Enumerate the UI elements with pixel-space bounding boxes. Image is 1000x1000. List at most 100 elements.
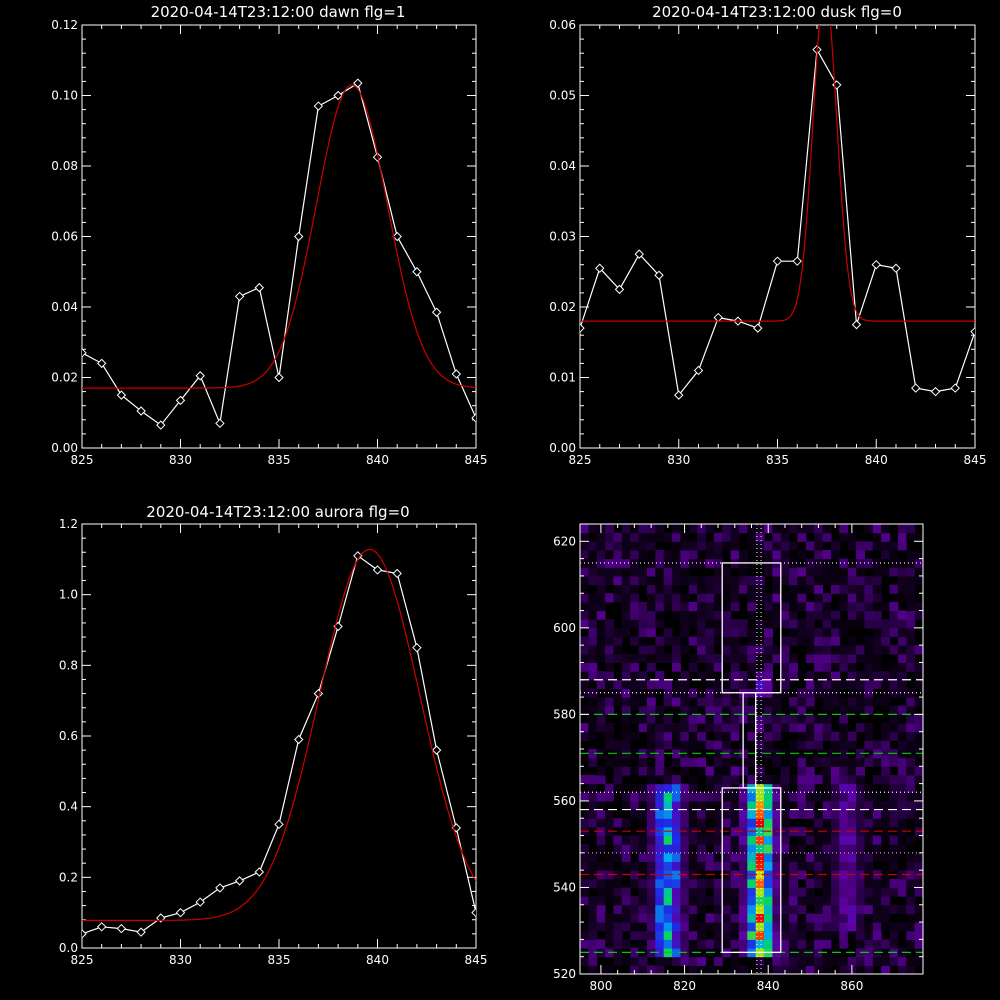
heatmap-cell xyxy=(889,662,899,672)
heatmap-cell xyxy=(646,558,656,568)
heatmap-cell xyxy=(630,809,640,819)
spectrogram-x-tick-label: 820 xyxy=(673,979,696,993)
aurora-x-tick-label: 835 xyxy=(268,953,291,967)
aurora-data-point xyxy=(293,734,304,745)
dawn-data-point xyxy=(156,420,166,430)
heatmap-cell xyxy=(789,697,798,707)
dusk-data-point xyxy=(674,390,684,400)
heatmap-cell xyxy=(864,792,874,802)
heatmap-cell xyxy=(755,619,765,629)
heatmap-cell xyxy=(605,852,614,862)
heatmap-cell xyxy=(780,662,790,672)
heatmap-cell xyxy=(705,558,715,568)
heatmap-cell xyxy=(638,896,648,906)
heatmap-cell xyxy=(839,601,849,612)
heatmap-cell xyxy=(588,731,598,741)
heatmap-cell xyxy=(764,939,773,949)
heatmap-cell xyxy=(789,852,798,862)
heatmap-cell xyxy=(772,835,782,845)
heatmap-cell xyxy=(764,800,773,811)
heatmap-cell xyxy=(722,896,732,906)
heatmap-cell xyxy=(831,627,840,637)
aurora-data-point xyxy=(392,568,402,579)
heatmap-cell xyxy=(705,861,715,871)
heatmap-cell xyxy=(613,878,623,888)
heatmap-cell xyxy=(847,653,857,663)
heatmap-cell xyxy=(789,653,798,663)
heatmap-cell xyxy=(914,645,924,655)
heatmap-cell xyxy=(747,844,757,854)
heatmap-cell xyxy=(605,740,614,750)
heatmap-cell xyxy=(697,766,706,776)
heatmap-cell xyxy=(621,861,631,871)
heatmap-cell xyxy=(772,818,782,828)
heatmap-cell xyxy=(864,645,874,655)
heatmap-cell xyxy=(747,653,757,663)
heatmap-cell xyxy=(797,532,807,542)
heatmap-cell xyxy=(663,852,673,862)
heatmap-cell xyxy=(705,636,715,646)
heatmap-cell xyxy=(630,697,640,707)
heatmap-cell xyxy=(705,541,715,551)
heatmap-cell xyxy=(797,956,807,966)
heatmap-cell xyxy=(588,541,598,551)
heatmap-cell xyxy=(680,645,690,655)
heatmap-cell xyxy=(739,922,748,932)
heatmap-cell xyxy=(613,627,623,637)
heatmap-cell xyxy=(881,697,891,707)
heatmap-cell xyxy=(856,783,865,793)
heatmap-cell xyxy=(822,558,832,568)
heatmap-cell xyxy=(764,541,773,551)
heatmap-cell xyxy=(822,904,832,914)
heatmap-cell xyxy=(814,792,824,802)
heatmap-cell xyxy=(688,584,698,594)
heatmap-cell xyxy=(814,688,824,698)
heatmap-cell xyxy=(755,887,765,897)
heatmap-cell xyxy=(596,775,606,785)
heatmap-cell xyxy=(839,904,849,914)
heatmap-cell xyxy=(856,922,865,932)
heatmap-cell xyxy=(739,826,748,837)
heatmap-cell xyxy=(906,558,916,568)
heatmap-cell xyxy=(672,948,681,958)
heatmap-cell xyxy=(864,783,874,793)
heatmap-cell xyxy=(688,809,698,819)
heatmap-cell xyxy=(881,524,891,534)
heatmap-cell xyxy=(580,731,589,741)
heatmap-cell xyxy=(856,697,865,707)
heatmap-cell xyxy=(680,757,690,767)
dusk-data-point xyxy=(753,323,763,333)
heatmap-cell xyxy=(688,835,698,845)
heatmap-cell xyxy=(780,558,790,568)
heatmap-cell xyxy=(697,809,706,819)
heatmap-cell xyxy=(897,593,907,603)
heatmap-cell xyxy=(755,800,765,811)
heatmap-cell xyxy=(705,783,715,793)
heatmap-cell xyxy=(705,610,715,620)
heatmap-cell xyxy=(831,662,840,672)
heatmap-cell xyxy=(847,532,857,542)
heatmap-cell xyxy=(705,852,715,862)
heatmap-cell xyxy=(814,965,824,975)
heatmap-cell xyxy=(688,852,698,862)
heatmap-cell xyxy=(638,627,648,637)
dawn-data-point xyxy=(116,390,127,400)
heatmap-cell xyxy=(897,792,907,802)
heatmap-cell xyxy=(914,887,924,897)
heatmap-cell xyxy=(655,809,665,819)
heatmap-cell xyxy=(705,939,715,949)
heatmap-cell xyxy=(663,775,673,785)
heatmap-cell xyxy=(897,662,907,672)
heatmap-cell xyxy=(672,662,681,672)
heatmap-cell xyxy=(847,844,857,854)
heatmap-cell xyxy=(839,965,849,975)
dusk-data-point xyxy=(871,259,881,270)
heatmap-cell xyxy=(889,792,899,802)
heatmap-cell xyxy=(713,749,723,759)
aurora-fit-curve xyxy=(82,548,476,922)
heatmap-cell xyxy=(789,844,798,854)
heatmap-cell xyxy=(822,532,832,542)
heatmap-cell xyxy=(789,627,798,637)
heatmap-cell xyxy=(739,679,748,689)
dusk-x-tick-label: 830 xyxy=(667,453,690,467)
